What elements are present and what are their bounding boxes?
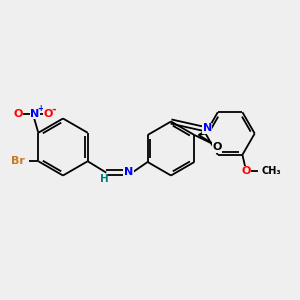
Text: -: - xyxy=(51,105,56,115)
Text: O: O xyxy=(212,142,222,152)
Text: N: N xyxy=(124,167,133,177)
Text: O: O xyxy=(44,109,53,118)
Text: +: + xyxy=(37,104,44,113)
Text: O: O xyxy=(14,109,23,118)
Text: H: H xyxy=(100,174,109,184)
Text: O: O xyxy=(241,166,251,176)
Text: N: N xyxy=(203,123,212,133)
Text: Br: Br xyxy=(11,156,25,166)
Text: N: N xyxy=(30,109,40,118)
Text: CH₃: CH₃ xyxy=(262,166,281,176)
